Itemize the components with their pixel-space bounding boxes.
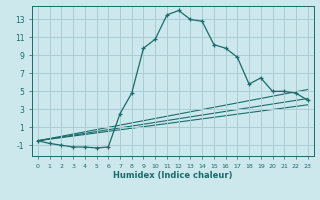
X-axis label: Humidex (Indice chaleur): Humidex (Indice chaleur) <box>113 171 233 180</box>
